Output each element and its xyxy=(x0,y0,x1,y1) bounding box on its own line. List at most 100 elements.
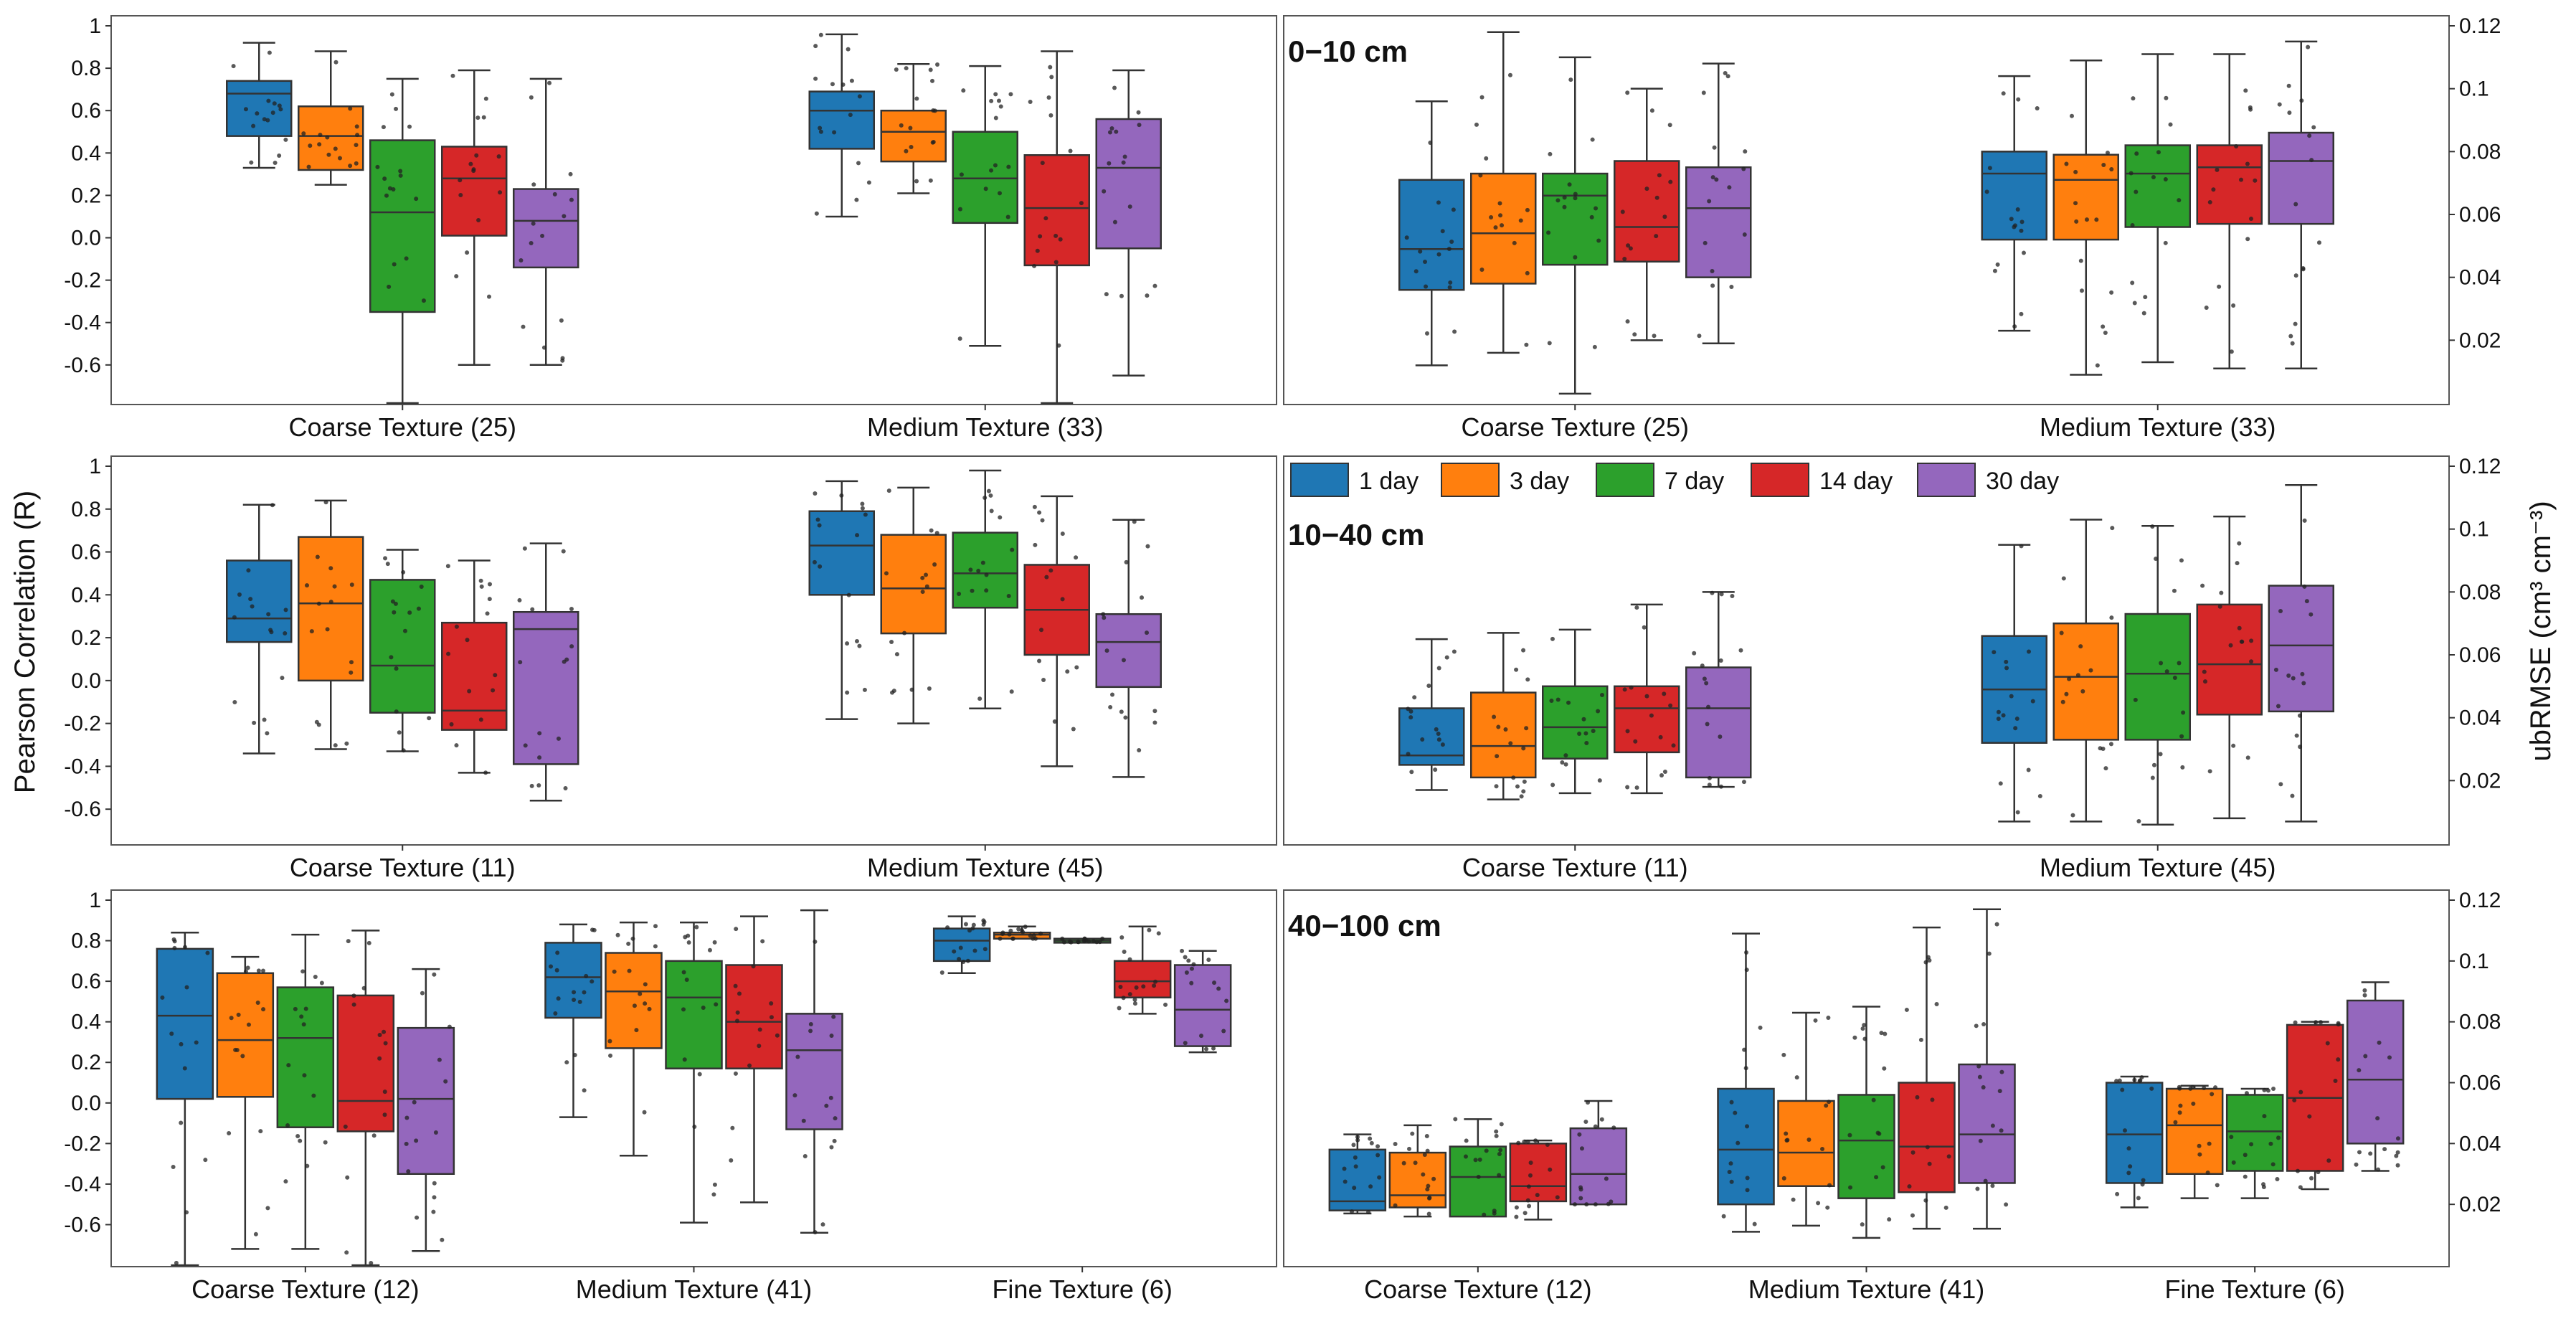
obs-dot xyxy=(2395,1150,2400,1155)
obs-dot xyxy=(481,115,486,120)
obs-dot xyxy=(308,143,313,148)
box-iqr xyxy=(665,960,723,1069)
obs-dot xyxy=(2128,171,2134,176)
obs-dot xyxy=(272,101,277,106)
obs-dot xyxy=(1825,1205,1830,1210)
obs-dot xyxy=(560,356,565,361)
y-tick-label: 0.08 xyxy=(2459,580,2501,604)
obs-dot xyxy=(2126,1171,2131,1176)
obs-dot xyxy=(607,1039,612,1044)
obs-dot xyxy=(309,629,314,634)
obs-dot xyxy=(407,610,412,615)
obs-dot xyxy=(1401,1160,1406,1166)
obs-dot xyxy=(1081,939,1086,944)
obs-dot xyxy=(2067,676,2072,681)
obs-dot xyxy=(283,630,288,635)
box-7-day xyxy=(665,921,723,1224)
obs-dot xyxy=(401,569,406,575)
obs-dot xyxy=(2109,290,2114,295)
obs-dot xyxy=(1434,727,1439,732)
obs-dot xyxy=(2245,237,2250,242)
obs-dot xyxy=(301,1022,306,1027)
y-tick-label: -0.6 xyxy=(64,1213,101,1237)
obs-dot xyxy=(967,928,972,933)
obs-dot xyxy=(1998,781,2003,786)
obs-dot xyxy=(328,600,333,605)
box-iqr xyxy=(605,952,663,1049)
obs-dot xyxy=(1040,518,1045,523)
obs-dot xyxy=(1975,1186,1980,1191)
box-iqr xyxy=(441,146,508,237)
obs-dot xyxy=(854,638,859,643)
obs-dot xyxy=(1528,1160,1533,1166)
obs-dot xyxy=(1578,1187,1583,1192)
box-iqr xyxy=(2346,999,2405,1145)
obs-dot xyxy=(1068,148,1073,153)
obs-dot xyxy=(2354,1162,2359,1167)
obs-dot xyxy=(227,1131,232,1136)
obs-dot xyxy=(928,178,933,183)
box-3-day xyxy=(2052,59,2119,376)
obs-dot xyxy=(2336,1057,2341,1062)
obs-dot xyxy=(479,584,484,589)
obs-dot xyxy=(1431,1176,1436,1181)
obs-dot xyxy=(354,124,359,129)
obs-dot xyxy=(2130,280,2135,285)
box-1-day xyxy=(1398,100,1465,367)
obs-dot xyxy=(1785,1138,1790,1143)
obs-dot xyxy=(1104,648,1109,653)
obs-dot xyxy=(1826,1015,1831,1020)
box-iqr xyxy=(880,534,947,635)
obs-dot xyxy=(1091,939,1096,944)
obs-dot xyxy=(1992,650,1997,655)
obs-dot xyxy=(1742,232,1747,237)
obs-dot xyxy=(547,80,552,85)
box-iqr xyxy=(1328,1148,1387,1211)
obs-dot xyxy=(1425,1187,1430,1192)
obs-dot xyxy=(1583,731,1588,736)
obs-dot xyxy=(382,1029,387,1034)
obs-dot xyxy=(643,1001,648,1006)
obs-dot xyxy=(183,945,188,950)
obs-dot xyxy=(1511,775,1516,780)
obs-dot xyxy=(2001,91,2006,96)
obs-dot xyxy=(564,1060,569,1065)
obs-dot xyxy=(1009,689,1014,694)
obs-dot xyxy=(563,786,568,791)
obs-dot xyxy=(769,1001,774,1006)
obs-dot xyxy=(993,92,998,97)
legend-label-7-day: 7 day xyxy=(1665,468,1724,495)
obs-dot xyxy=(1121,658,1126,663)
box-iqr xyxy=(226,559,293,643)
box-30-day xyxy=(1958,908,2016,1230)
obs-dot xyxy=(316,722,321,727)
obs-dot xyxy=(1152,983,1157,988)
obs-dot xyxy=(1199,1034,1204,1039)
obs-dot xyxy=(1904,1007,1909,1012)
obs-dot xyxy=(904,148,909,153)
obs-dot xyxy=(1701,90,1706,95)
obs-dot xyxy=(2103,766,2108,771)
obs-dot xyxy=(1123,715,1128,720)
obs-dot xyxy=(2015,810,2020,815)
obs-dot xyxy=(1493,225,1498,230)
box-iqr xyxy=(1173,964,1232,1047)
obs-dot xyxy=(2136,1196,2141,1201)
box-1-day xyxy=(1398,638,1465,791)
obs-dot xyxy=(924,572,929,577)
group-1: Coarse Texture (12) xyxy=(156,930,455,1304)
box-30-day xyxy=(513,542,579,802)
obs-dot xyxy=(2293,321,2298,326)
obs-dot xyxy=(2231,1160,2236,1165)
obs-dot xyxy=(454,274,459,279)
obs-dot xyxy=(630,936,635,941)
obs-dot xyxy=(1464,1138,1469,1143)
obs-dot xyxy=(2026,767,2031,772)
obs-dot xyxy=(2245,161,2250,166)
box-3-day xyxy=(1388,1124,1447,1218)
box-30-day xyxy=(2268,40,2334,370)
obs-dot xyxy=(920,590,925,595)
box-iqr xyxy=(2052,153,2119,241)
obs-dot xyxy=(993,163,998,168)
obs-dot xyxy=(2164,669,2169,674)
